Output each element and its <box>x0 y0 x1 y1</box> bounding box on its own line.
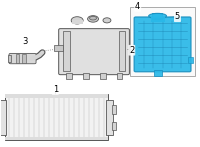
Bar <box>8 55 11 62</box>
Bar <box>63 31 70 71</box>
FancyBboxPatch shape <box>9 53 36 64</box>
Bar <box>100 73 106 79</box>
Bar <box>188 57 193 63</box>
Ellipse shape <box>71 17 83 24</box>
Bar <box>66 73 72 79</box>
Bar <box>22 54 26 63</box>
Bar <box>152 13 162 19</box>
Bar <box>151 17 165 22</box>
Bar <box>154 70 162 76</box>
Ellipse shape <box>103 18 111 23</box>
Bar <box>5 94 108 141</box>
Bar <box>106 100 113 135</box>
Text: 1: 1 <box>53 85 58 94</box>
FancyBboxPatch shape <box>59 29 129 75</box>
Ellipse shape <box>90 16 97 20</box>
Bar <box>119 31 125 71</box>
Text: 4: 4 <box>135 2 140 11</box>
Bar <box>5 94 108 97</box>
Bar <box>0 100 6 135</box>
FancyBboxPatch shape <box>134 17 191 72</box>
Text: 5: 5 <box>175 12 180 21</box>
Bar <box>112 122 116 130</box>
Bar <box>5 137 108 141</box>
Bar <box>16 54 19 63</box>
Ellipse shape <box>88 16 99 22</box>
Bar <box>130 6 195 76</box>
Ellipse shape <box>149 13 167 19</box>
Bar <box>72 20 83 24</box>
Bar <box>54 45 63 51</box>
Text: 2: 2 <box>129 46 134 55</box>
Bar <box>83 73 89 79</box>
Bar <box>117 73 122 79</box>
Text: 3: 3 <box>22 37 27 46</box>
Bar <box>112 105 116 113</box>
